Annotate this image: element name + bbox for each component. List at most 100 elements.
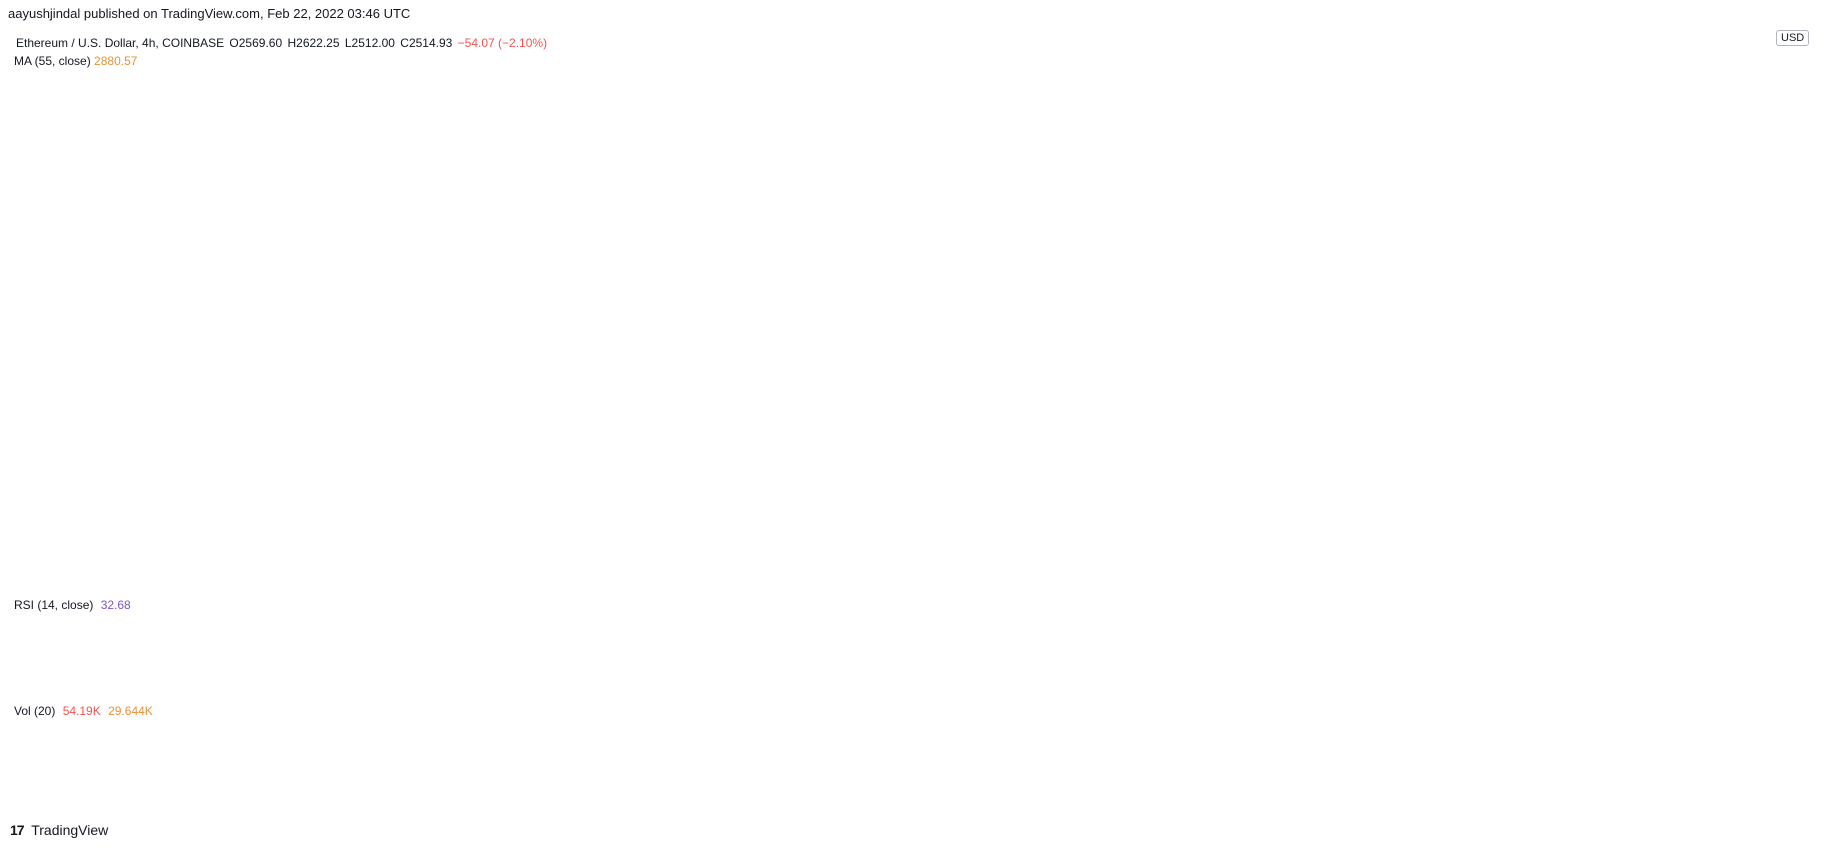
candle-body: [323, 315, 329, 322]
candle-body: [695, 57, 701, 114]
ma-row[interactable]: MA (55, close) 2880.57: [14, 52, 547, 70]
candle-body: [1090, 326, 1097, 333]
volume-bar: [1191, 757, 1198, 790]
candle-body: [780, 231, 787, 254]
x-tick-label: 27: [1663, 806, 1675, 818]
volume-bar: [780, 757, 787, 790]
candle-body: [486, 164, 492, 187]
candle-body: [299, 310, 306, 322]
horizontal-levels[interactable]: [0, 29, 1760, 553]
volume-bar: [121, 749, 128, 790]
candle-body: [951, 108, 957, 114]
price-label-box: [1761, 450, 1827, 479]
volume-bar: [354, 749, 360, 790]
ma-value: 2880.57: [94, 54, 138, 68]
candle-body: [672, 80, 678, 92]
rsi-value: 32.68: [100, 598, 131, 612]
volume-bar: [679, 753, 686, 790]
volume-legend[interactable]: Vol (20) 54.19K 29.644K: [14, 704, 153, 718]
volume-bar: [1168, 757, 1175, 790]
ohlc-change: −54.07 (−2.10%): [457, 36, 548, 50]
candle-body: [641, 40, 647, 81]
candle-body: [989, 136, 996, 153]
y-tick-label: 2300: [1718, 574, 1742, 586]
candle-body: [106, 517, 112, 535]
trendline[interactable]: [41, 204, 1238, 570]
symbol-name[interactable]: Ethereum / U.S. Dollar, 4h, COINBASE: [16, 36, 225, 50]
tradingview-brand[interactable]: 17 TradingView: [10, 822, 108, 838]
candle-body: [28, 444, 35, 518]
volume-bar: [842, 767, 849, 790]
volume-bar: [369, 730, 376, 790]
candle-body: [455, 186, 461, 210]
volume-bar: [36, 761, 43, 790]
volume-bar: [656, 739, 663, 790]
candle-body: [1059, 293, 1066, 305]
volume-bar: [547, 758, 554, 790]
candle-body: [540, 147, 546, 165]
price-label-box: [1761, 543, 1827, 560]
volume-bar: [982, 762, 988, 790]
candle-body: [586, 85, 593, 109]
ohlc-high: H2622.25: [287, 36, 340, 50]
candle-body: [1106, 315, 1112, 344]
volume-bar: [1214, 750, 1221, 790]
candle-body: [958, 113, 965, 142]
fibonacci-retracement[interactable]: 1(3199.00) 0.764(3036.87) 0.618(2936.57) 0.…: [1078, 62, 1760, 461]
volume-bar: [377, 757, 384, 790]
candle-body: [175, 399, 182, 411]
volume-bar: [152, 771, 159, 790]
x-tick-label: 21: [1372, 806, 1384, 818]
candle-body: [873, 220, 880, 249]
candle-body: [594, 85, 601, 125]
vol-ma-value: 29.644K: [108, 704, 153, 718]
candle-body: [912, 130, 919, 137]
candle-body: [1021, 237, 1027, 243]
volume-bar: [927, 767, 934, 790]
volume-bar: [997, 760, 1004, 790]
candle-body: [834, 231, 841, 260]
volume-bar: [253, 762, 260, 790]
candle-body: [152, 422, 159, 434]
volume-bar: [648, 747, 655, 790]
candle-body: [439, 253, 446, 277]
x-tick-label: 12:00: [1258, 806, 1286, 818]
fib-level-label: 1(3199.00): [1699, 62, 1752, 74]
volume-bar: [261, 767, 267, 790]
volume-bar: [1067, 760, 1074, 790]
rsi-tick-label: 80.00: [1714, 602, 1742, 614]
volume-bar: [361, 740, 368, 790]
candle-body: [741, 136, 748, 182]
volume-bar: [113, 747, 120, 790]
volume-bar: [516, 767, 523, 790]
grid-lines: [0, 24, 1760, 796]
x-tick-label: 7: [611, 806, 617, 818]
candle-body: [284, 343, 291, 361]
candle-body: [137, 427, 143, 473]
rsi-legend[interactable]: RSI (14, close) 32.68: [14, 598, 131, 612]
brand-name: TradingView: [31, 822, 109, 838]
volume-bar: [1113, 762, 1120, 790]
candle-body: [749, 181, 756, 221]
candle-body: [1098, 315, 1105, 327]
candle-body: [416, 354, 422, 367]
volume-bar: [578, 750, 585, 790]
volume-bar: [966, 753, 973, 790]
volume-bar: [346, 761, 353, 790]
volume-bar: [98, 758, 105, 790]
candle-body: [315, 304, 322, 316]
candle-body: [982, 124, 988, 137]
candle-body: [656, 46, 663, 58]
candle-body: [1160, 326, 1167, 344]
price-chart[interactable]: 1(3199.00) 0.764(3036.87) 0.618(2936.57) 0.…: [0, 0, 1834, 820]
x-tick-label: 5: [505, 806, 511, 818]
ohlc-row: Ethereum / U.S. Dollar, 4h, COINBASE O25…: [14, 34, 547, 52]
candle-body: [563, 80, 570, 103]
volume-bar: [1129, 753, 1136, 790]
candle-body: [1168, 326, 1174, 395]
currency-button[interactable]: USD: [1776, 30, 1810, 46]
volume-bar: [1013, 762, 1019, 790]
candle-body: [424, 310, 430, 355]
candle-body: [889, 192, 895, 232]
